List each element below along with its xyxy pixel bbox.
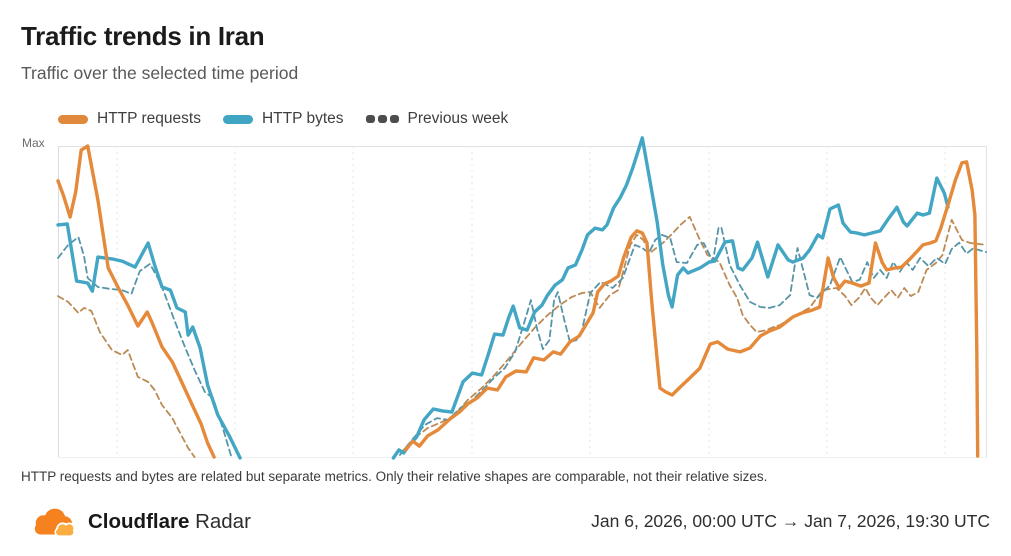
legend-item-http-bytes[interactable]: HTTP bytes <box>222 110 344 128</box>
page-subtitle: Traffic over the selected time period <box>21 63 299 83</box>
chart-legend: HTTP requests HTTP bytes Previous week <box>58 110 508 128</box>
y-axis-max-label: Max <box>22 136 45 150</box>
legend-label-previous-week: Previous week <box>407 110 509 127</box>
legend-label-http-bytes: HTTP bytes <box>261 110 344 127</box>
brand-name: Cloudflare Radar <box>88 510 251 534</box>
brand-radar: Radar <box>195 510 251 533</box>
footer-brand[interactable]: Cloudflare Radar <box>30 502 251 542</box>
http-bytes-swatch-icon <box>222 114 253 124</box>
legend-label-http-requests: HTTP requests <box>97 110 201 127</box>
page-title: Traffic trends in Iran <box>21 21 265 51</box>
brand-cloudflare: Cloudflare <box>88 510 190 533</box>
http-requests-swatch-icon <box>58 114 88 124</box>
traffic-chart-plot[interactable] <box>56 136 987 460</box>
previous-week-dashes-icon <box>365 115 399 123</box>
cloudflare-logo-icon <box>34 508 76 538</box>
date-range-label: Jan 6, 2026, 00:00 UTC → Jan 7, 2026, 19… <box>591 511 990 531</box>
legend-item-previous-week[interactable]: Previous week <box>365 110 509 128</box>
legend-item-http-requests[interactable]: HTTP requests <box>58 110 201 128</box>
chart-footnote: HTTP requests and bytes are related but … <box>21 469 768 484</box>
